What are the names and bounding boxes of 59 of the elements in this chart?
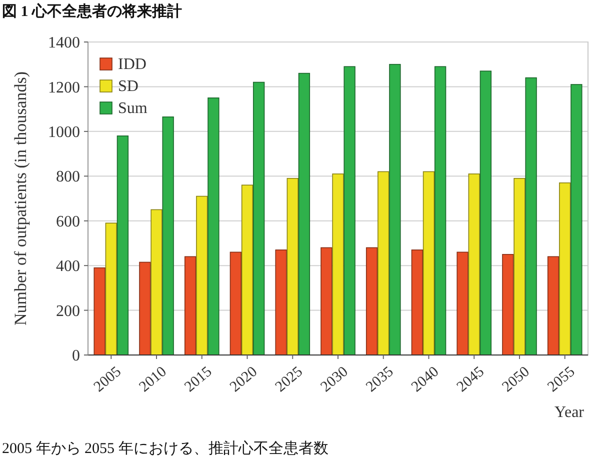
bar — [230, 252, 242, 356]
bar — [434, 66, 446, 356]
bar — [514, 178, 526, 356]
y-tick-label: 1200 — [48, 79, 80, 96]
legend-label: Sum — [118, 100, 148, 117]
bar — [275, 250, 287, 356]
y-tick-label: 600 — [56, 213, 80, 230]
y-tick-label: 1000 — [48, 124, 80, 142]
x-tick-label: 2050 — [500, 364, 533, 396]
bar — [422, 171, 435, 356]
y-tick-label: 200 — [56, 302, 80, 320]
y-tick-label: 0 — [72, 348, 80, 365]
bar — [196, 196, 208, 356]
bar — [241, 184, 254, 356]
bar — [332, 174, 344, 356]
y-axis-title: Number of outpatients (in thousands) — [11, 71, 30, 326]
bar — [366, 247, 378, 356]
x-tick-label: 2040 — [408, 364, 442, 396]
bar — [94, 267, 106, 356]
bar — [378, 171, 390, 356]
bar — [547, 256, 560, 356]
bar — [105, 222, 117, 356]
x-tick-label: 2020 — [227, 364, 261, 396]
x-tick-label: 2010 — [136, 364, 170, 396]
x-axis-title: Year — [554, 404, 585, 421]
x-tick-label: 2025 — [272, 364, 306, 396]
bar — [320, 247, 332, 356]
bar — [298, 72, 310, 356]
bar — [411, 250, 424, 356]
bar — [162, 116, 174, 356]
bar — [286, 178, 298, 356]
bar — [468, 174, 480, 356]
y-tick-label: 400 — [56, 258, 80, 276]
bar — [502, 254, 514, 356]
legend-label: IDD — [118, 56, 146, 73]
chart-title: 図 1 心不全患者の将来推計 — [2, 2, 182, 20]
bar — [344, 66, 356, 356]
text: 2005 年から 2055 年における、推計心不全患者数 — [2, 440, 328, 457]
bar — [150, 209, 162, 356]
bar — [559, 182, 571, 356]
x-tick-label: 2055 — [544, 364, 578, 396]
y-tick-label: 1400 — [48, 34, 80, 52]
bar — [570, 84, 582, 356]
bar — [389, 64, 401, 356]
y-tick-label: 800 — [56, 168, 80, 186]
bar — [252, 82, 265, 356]
bar — [139, 262, 151, 356]
x-tick-label: 2005 — [91, 364, 124, 396]
bar — [208, 97, 220, 356]
bar — [184, 256, 196, 356]
bar — [480, 70, 492, 356]
x-tick-label: 2015 — [182, 364, 216, 396]
bar — [525, 77, 537, 356]
legend-label: SD — [118, 78, 138, 95]
bar — [456, 252, 468, 356]
x-tick-label: 2045 — [454, 364, 488, 396]
bar — [116, 136, 129, 356]
x-tick-label: 2035 — [363, 364, 397, 396]
x-tick-label: 2030 — [318, 364, 352, 396]
